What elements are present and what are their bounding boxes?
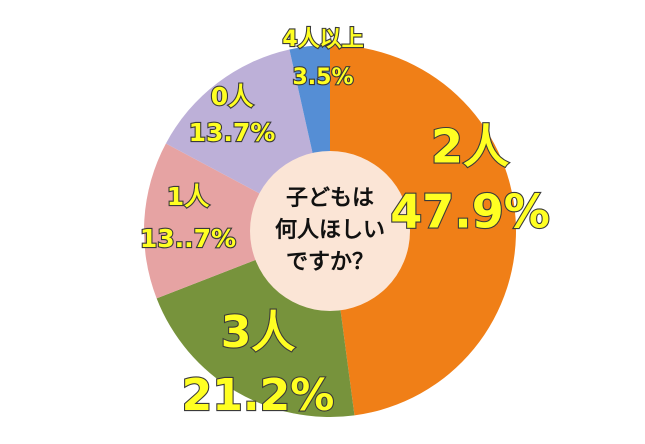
value-label: 13.7% <box>189 118 276 147</box>
slice <box>330 45 516 416</box>
slice <box>144 143 330 299</box>
category-label: 0人 <box>211 82 253 111</box>
category-label: 3人 <box>221 307 296 358</box>
value-label: 47.9% <box>390 185 550 239</box>
category-label: 4人以上 <box>282 27 363 52</box>
center-text: ですか？ <box>286 250 374 275</box>
center-text: 何人ほしい <box>275 217 385 243</box>
category-label: 2人 <box>431 120 509 174</box>
center-hole <box>250 151 410 311</box>
value-label: 13..7% <box>140 224 236 253</box>
category-label: 1人 <box>167 182 209 211</box>
center-text: 子どもは <box>286 186 374 211</box>
value-label: 21.2% <box>182 370 335 421</box>
value-label: 3.5% <box>292 65 353 90</box>
